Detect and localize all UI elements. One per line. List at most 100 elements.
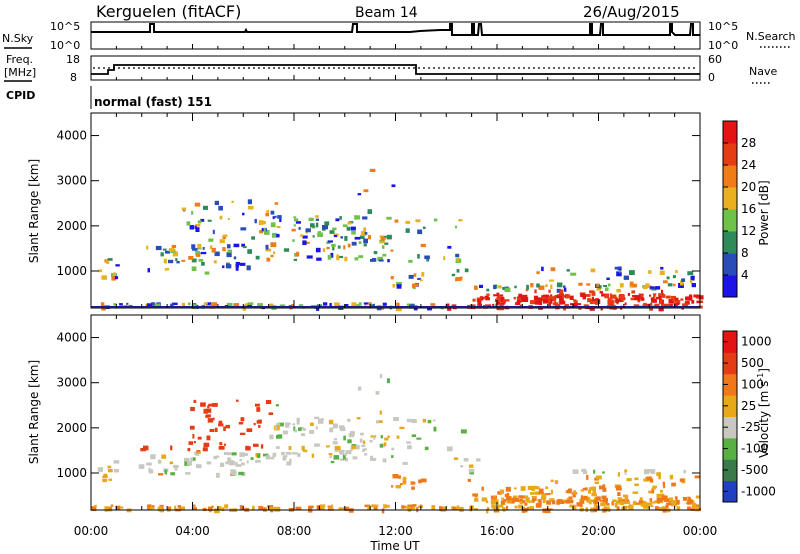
backscatter-cell xyxy=(548,295,553,301)
backscatter-cell xyxy=(548,289,551,293)
backscatter-cell xyxy=(516,299,521,304)
backscatter-cell xyxy=(690,279,693,284)
backscatter-cell xyxy=(412,505,416,509)
backscatter-cell xyxy=(534,491,541,495)
backscatter-cell xyxy=(467,478,471,482)
backscatter-cell xyxy=(301,433,306,437)
backscatter-cell xyxy=(362,216,368,220)
backscatter-cell xyxy=(328,453,333,456)
backscatter-cell xyxy=(487,507,490,510)
backscatter-cell xyxy=(185,472,191,475)
colorbar-tick-label: 28 xyxy=(741,136,756,150)
backscatter-cell xyxy=(187,447,191,452)
backscatter-cell xyxy=(308,217,314,221)
backscatter-cell xyxy=(628,504,634,510)
backscatter-cell xyxy=(591,291,596,296)
backscatter-cell xyxy=(606,503,610,506)
backscatter-cell xyxy=(94,504,97,508)
backscatter-cell xyxy=(667,283,673,287)
backscatter-cell xyxy=(258,424,261,428)
backscatter-cell xyxy=(678,283,684,288)
backscatter-cell xyxy=(686,296,693,301)
backscatter-cell xyxy=(402,461,408,465)
backscatter-cell xyxy=(251,236,255,240)
backscatter-cell xyxy=(225,264,232,269)
backscatter-cell xyxy=(525,288,529,292)
backscatter-cell xyxy=(529,300,536,305)
backscatter-cell xyxy=(551,298,556,302)
backscatter-cell xyxy=(684,301,690,305)
backscatter-cell xyxy=(410,481,415,485)
backscatter-cell xyxy=(181,302,186,306)
backscatter-cell xyxy=(213,508,220,514)
backscatter-cell xyxy=(648,270,652,274)
backscatter-cell xyxy=(443,256,446,260)
backscatter-cell xyxy=(595,496,601,501)
backscatter-cell xyxy=(191,258,197,263)
colorbar-swatch xyxy=(723,187,737,210)
backscatter-cell xyxy=(263,227,266,233)
backscatter-cell xyxy=(503,299,506,304)
backscatter-cell xyxy=(206,408,212,413)
backscatter-cell xyxy=(605,287,609,292)
backscatter-cell xyxy=(364,232,368,235)
backscatter-cell xyxy=(403,481,406,485)
backscatter-cell xyxy=(329,230,335,234)
backscatter-cell xyxy=(459,506,464,512)
backscatter-cell xyxy=(201,261,205,266)
backscatter-cell xyxy=(485,297,490,301)
colorbar-tick-label: -1000 xyxy=(741,484,776,498)
backscatter-cell xyxy=(520,298,524,302)
backscatter-cell xyxy=(455,225,457,229)
backscatter-cell xyxy=(274,506,281,512)
backscatter-cell xyxy=(583,495,588,501)
backscatter-cell xyxy=(481,486,484,491)
backscatter-cell xyxy=(316,222,319,228)
backscatter-cell xyxy=(673,283,676,287)
backscatter-cell xyxy=(620,298,624,303)
backscatter-cell xyxy=(616,298,619,303)
backscatter-cell xyxy=(309,422,314,426)
backscatter-cell xyxy=(240,417,245,422)
backscatter-cell xyxy=(666,276,670,280)
backscatter-cell xyxy=(656,472,661,477)
backscatter-cell xyxy=(257,453,261,459)
backscatter-cell xyxy=(658,507,663,511)
backscatter-cell xyxy=(551,500,556,505)
backscatter-cell xyxy=(479,284,483,288)
backscatter-cell xyxy=(417,254,420,259)
backscatter-cell xyxy=(566,489,571,494)
backscatter-cell xyxy=(526,284,529,290)
backscatter-cell xyxy=(506,500,511,504)
backscatter-cell xyxy=(409,304,412,308)
backscatter-cell xyxy=(91,506,97,512)
backscatter-cell xyxy=(660,495,667,500)
backscatter-cell xyxy=(143,445,149,451)
backscatter-cell xyxy=(331,504,334,510)
backscatter-cell xyxy=(576,303,582,306)
backscatter-cell xyxy=(188,256,194,260)
backscatter-cell xyxy=(329,427,334,433)
backscatter-cell xyxy=(583,470,588,475)
backscatter-cell xyxy=(661,303,664,307)
backscatter-cell xyxy=(587,489,591,494)
backscatter-cell xyxy=(168,248,175,252)
backscatter-cell xyxy=(295,506,302,510)
backscatter-cell xyxy=(363,302,369,305)
backscatter-cell xyxy=(408,259,413,263)
backscatter-cell xyxy=(342,224,348,228)
backscatter-cell xyxy=(219,442,223,446)
backscatter-cell xyxy=(529,506,534,511)
backscatter-cell xyxy=(364,303,367,307)
backscatter-cell xyxy=(568,499,574,504)
backscatter-cell xyxy=(400,483,403,486)
backscatter-cell xyxy=(460,429,467,434)
backscatter-cell xyxy=(275,423,281,426)
backscatter-cell xyxy=(225,461,231,465)
backscatter-cell xyxy=(433,218,438,222)
backscatter-cell xyxy=(224,504,229,509)
backscatter-cell xyxy=(532,496,537,499)
backscatter-cell xyxy=(439,506,442,511)
noise-tick-bottom-left: 10^0 xyxy=(50,39,80,52)
backscatter-cell xyxy=(226,252,232,258)
